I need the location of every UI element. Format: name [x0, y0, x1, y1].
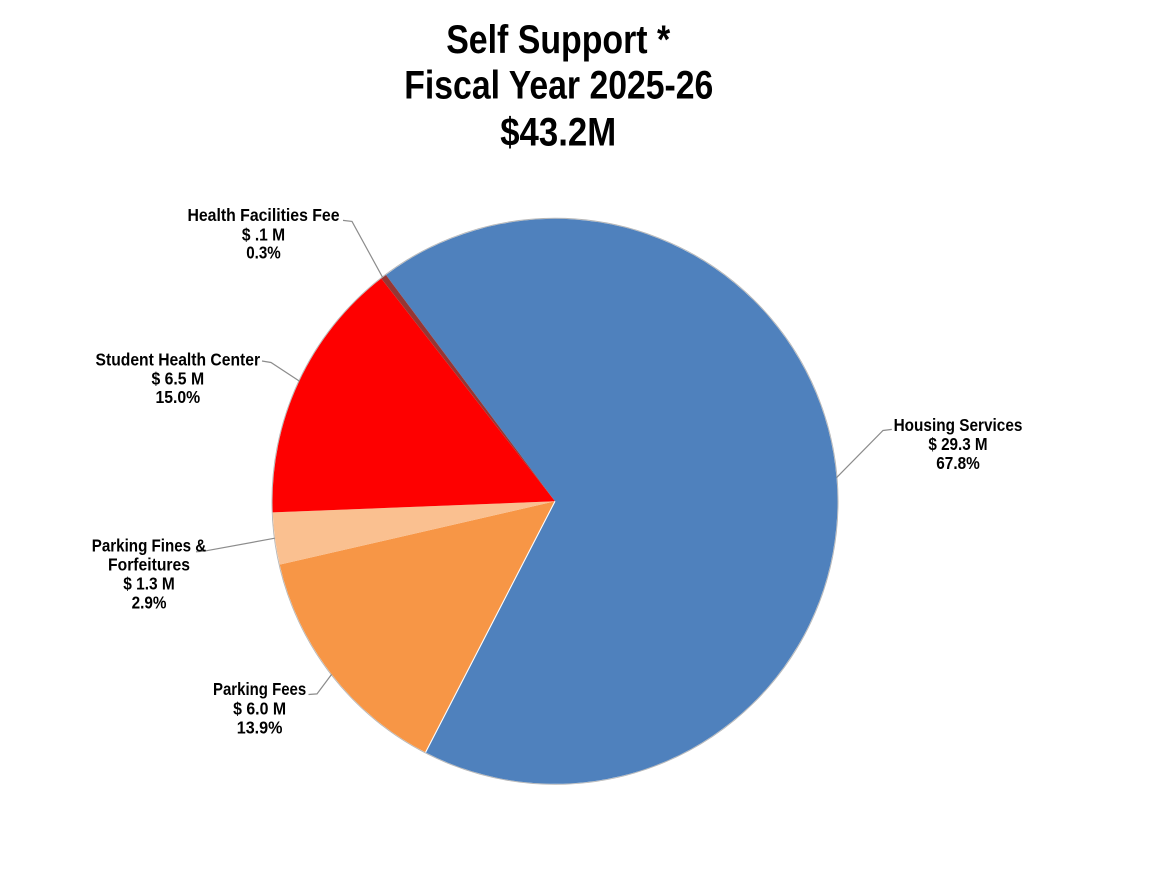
svg-text:Health Facilities Fee: Health Facilities Fee [187, 205, 339, 225]
svg-text:Parking Fees: Parking Fees [213, 679, 306, 699]
svg-text:Self Support *: Self Support * [446, 18, 670, 62]
svg-text:67.8%: 67.8% [936, 453, 980, 473]
svg-text:2.9%: 2.9% [132, 593, 167, 613]
svg-text:$ 6.5 M: $ 6.5 M [151, 369, 204, 389]
svg-text:$ 29.3 M: $ 29.3 M [928, 434, 987, 454]
svg-text:Fiscal Year 2025-26: Fiscal Year 2025-26 [404, 64, 713, 108]
svg-text:15.0%: 15.0% [155, 387, 200, 407]
svg-text:$ .1 M: $ .1 M [242, 224, 285, 244]
svg-text:Forfeitures: Forfeitures [108, 555, 190, 575]
svg-text:$ 1.3 M: $ 1.3 M [123, 574, 175, 594]
svg-text:$ 6.0 M: $ 6.0 M [233, 699, 286, 719]
svg-text:0.3%: 0.3% [246, 243, 281, 263]
svg-text:Parking Fines &: Parking Fines & [92, 535, 207, 555]
svg-text:13.9%: 13.9% [237, 717, 283, 737]
svg-text:$43.2M: $43.2M [500, 110, 616, 154]
svg-text:Housing Services: Housing Services [894, 415, 1023, 435]
svg-text:Student Health Center: Student Health Center [96, 350, 261, 370]
